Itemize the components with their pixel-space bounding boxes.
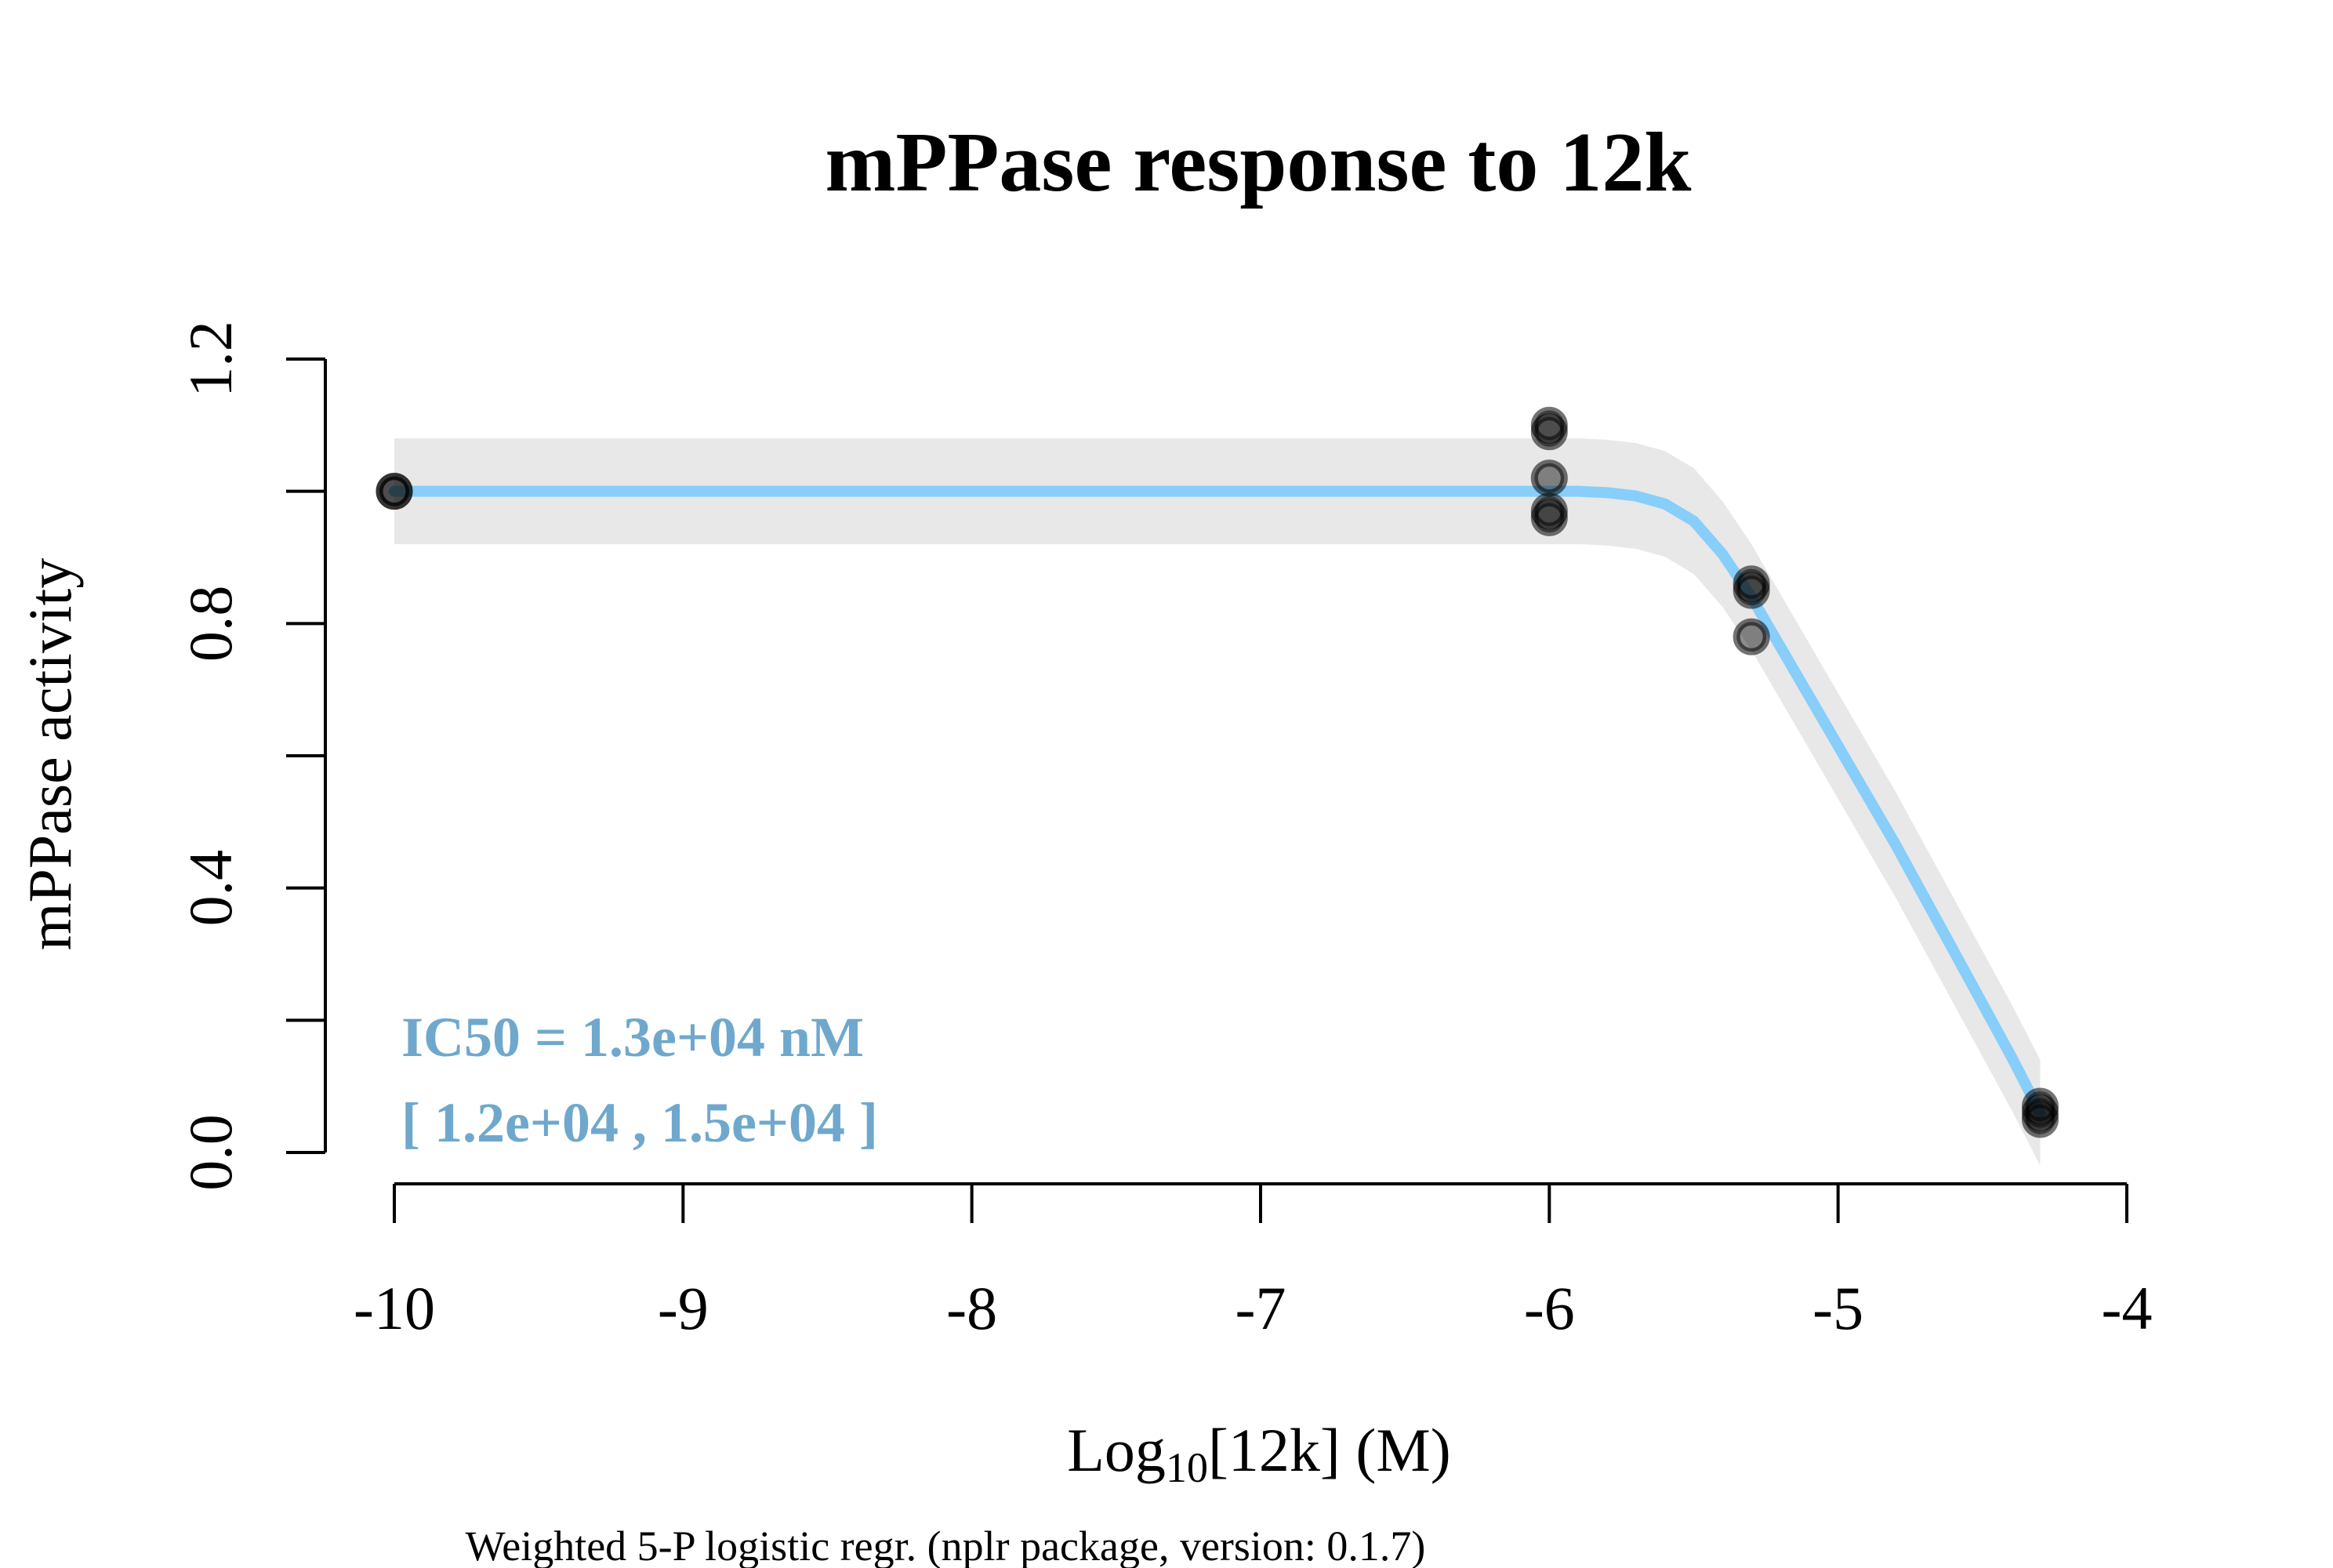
x-tick-label: -8	[946, 1274, 997, 1342]
chart-caption: Weighted 5-P logistic regr. (nplr packag…	[466, 1523, 1426, 1568]
x-tick-label: -6	[1524, 1274, 1575, 1342]
data-point	[1530, 459, 1568, 497]
data-point	[2022, 1101, 2059, 1138]
data-point	[376, 473, 413, 510]
x-tick-label: -4	[2102, 1274, 2153, 1342]
x-axis-label-subscript: 10	[1166, 1444, 1208, 1491]
x-tick-label: -5	[1812, 1274, 1863, 1342]
y-tick-label: 0.4	[176, 850, 245, 927]
x-axis-label: Log10[12k] (M)	[1067, 1416, 1450, 1491]
y-axis-label: mPPase activity	[16, 558, 84, 950]
x-tick-label: -7	[1235, 1274, 1286, 1342]
x-tick-label: -10	[354, 1274, 435, 1342]
ic50-interval-annotation: [ 1.2e+04 , 1.5e+04 ]	[401, 1091, 878, 1154]
y-tick-label: 0.0	[176, 1114, 245, 1191]
x-tick-label: -9	[658, 1274, 709, 1342]
data-point	[1733, 618, 1770, 655]
ic50-annotation: IC50 = 1.3e+04 nM	[401, 1006, 864, 1069]
x-axis-label-rest: [12k] (M)	[1208, 1416, 1451, 1484]
data-points	[376, 406, 2059, 1138]
data-point	[1530, 499, 1568, 536]
data-point	[1530, 413, 1568, 451]
x-axis: -10 -9 -8 -7 -6 -5 -4	[354, 1182, 2153, 1342]
data-point	[1733, 572, 1770, 609]
y-tick-label: 0.8	[176, 586, 245, 662]
x-axis-label-main: Log	[1067, 1416, 1166, 1484]
confidence-band-area	[394, 438, 2041, 1166]
y-axis: 0.0 0.4 0.8 1.2	[176, 321, 327, 1191]
y-tick-label: 1.2	[176, 321, 245, 397]
confidence-band	[394, 438, 2041, 1166]
chart-title: mPPase response to 12k	[825, 116, 1692, 209]
